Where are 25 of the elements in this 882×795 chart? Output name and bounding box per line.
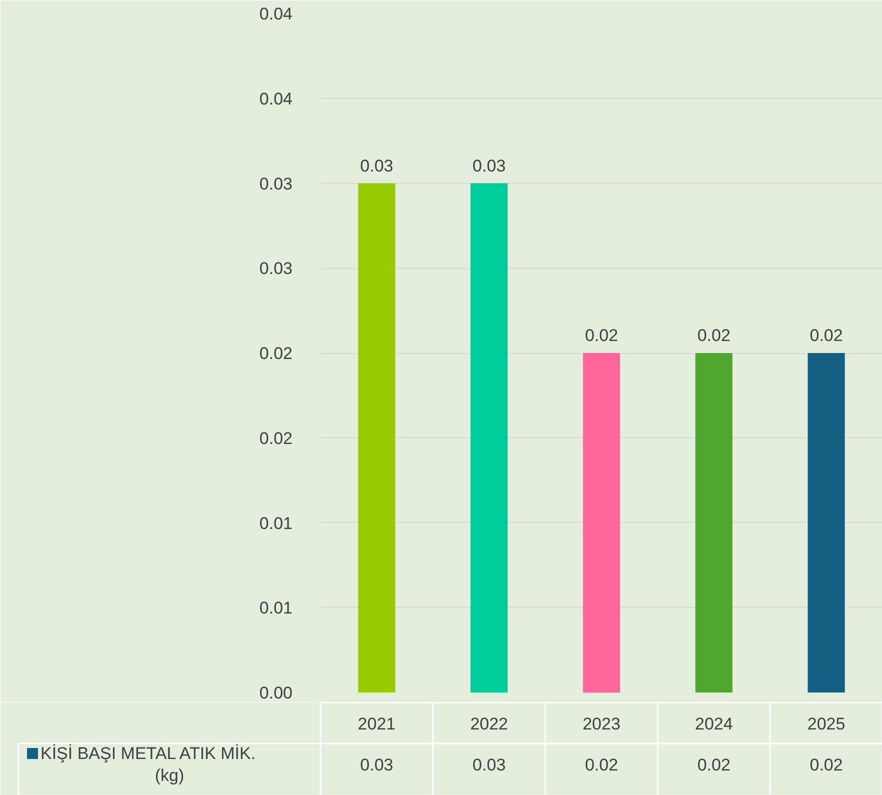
legend-label: KİŞİ BAŞI METAL ATIK MİK. (kg)	[40, 744, 256, 785]
y-tick-label: 0.03	[259, 259, 293, 278]
x-tick-label: 2023	[582, 714, 620, 734]
y-tick-label: 0.01	[259, 514, 293, 533]
data-label: 0.02	[697, 756, 730, 774]
y-tick-label: 0.04	[259, 4, 293, 24]
y-tick-label: 0.02	[259, 428, 293, 448]
x-tick-label: 2025	[807, 714, 846, 734]
y-tick-label: 0.03	[259, 174, 293, 194]
x-tick-label: 2022	[470, 714, 508, 734]
text: 0.02	[584, 326, 618, 345]
x-tick-label: 2021	[358, 714, 396, 734]
y-tick-label: 0.04	[259, 89, 293, 108]
data-label: 0.03	[360, 756, 394, 774]
text: 0.03	[472, 156, 506, 176]
x-tick-label: 2024	[694, 714, 733, 734]
data-label: 0.02	[584, 756, 618, 774]
text: 0.02	[810, 326, 843, 345]
text: 0.03	[360, 156, 394, 176]
y-tick-label: 0.01	[259, 598, 293, 618]
data-label: 0.03	[472, 756, 506, 774]
text: 0.02	[697, 326, 730, 345]
data-label: 0.02	[810, 756, 843, 774]
y-tick-label: 0.00	[259, 684, 293, 702]
y-tick-label: 0.02	[259, 344, 293, 363]
